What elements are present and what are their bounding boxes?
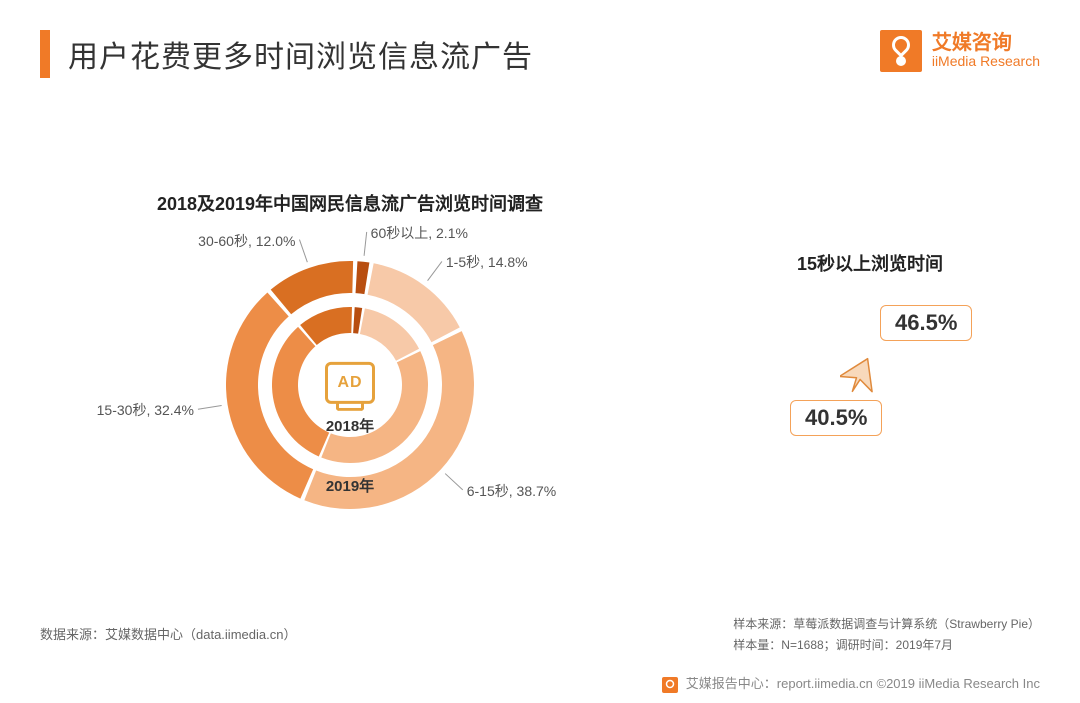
logo-small-icon: [662, 677, 678, 693]
inner-year-label: 2018年: [326, 415, 374, 436]
brand-logo: 艾媒咨询 iiMedia Research: [880, 30, 1040, 72]
donut-chart: AD 2018年 2019年 1-5秒, 14.8%6-15秒, 38.7%15…: [200, 235, 500, 535]
copyright: 艾媒报告中心：report.iimedia.cn ©2019 iiMedia R…: [662, 673, 1040, 693]
inner-slice-2: [272, 327, 329, 457]
ad-screen-icon: AD: [325, 362, 375, 404]
logo-en: iiMedia Research: [932, 54, 1040, 69]
slice-label-3: 30-60秒, 12.0%: [198, 231, 295, 251]
logo-text: 艾媒咨询 iiMedia Research: [932, 32, 1040, 69]
outer-year-label: 2019年: [326, 475, 374, 496]
slice-label-1: 6-15秒, 38.7%: [467, 481, 557, 501]
callout-title: 15秒以上浏览时间: [730, 250, 1010, 276]
callout-panel: 15秒以上浏览时间 46.5% 40.5%: [730, 250, 1010, 306]
inner-slice-0: [360, 308, 419, 360]
slice-label-4: 60秒以上, 2.1%: [371, 223, 468, 243]
callout-value-bottom: 40.5%: [790, 400, 882, 436]
logo-mark-icon: [880, 30, 922, 72]
chart-title: 2018及2019年中国网民信息流广告浏览时间调查: [0, 190, 700, 216]
slice-label-2: 15-30秒, 32.4%: [97, 400, 194, 420]
page-title: 用户花费更多时间浏览信息流广告: [68, 32, 533, 76]
copyright-text: 艾媒报告中心：report.iimedia.cn ©2019 iiMedia R…: [686, 676, 1040, 691]
callout-value-top: 46.5%: [880, 305, 972, 341]
title-bar: 用户花费更多时间浏览信息流广告: [40, 30, 533, 78]
outer-slice-4: [356, 261, 370, 294]
logo-cn: 艾媒咨询: [932, 32, 1040, 54]
page: 用户花费更多时间浏览信息流广告 艾媒咨询 iiMedia Research 20…: [0, 0, 1080, 703]
slice-label-0: 1-5秒, 14.8%: [446, 252, 528, 272]
title-accent: [40, 30, 50, 78]
footer-source-left: 数据来源：艾媒数据中心（data.iimedia.cn）: [40, 624, 296, 643]
footer-right-line1: 样本来源：草莓派数据调查与计算系统（Strawberry Pie）: [733, 614, 1040, 634]
footer-right-line2: 样本量：N=1688；调研时间：2019年7月: [733, 635, 1040, 655]
footer-source-right: 样本来源：草莓派数据调查与计算系统（Strawberry Pie） 样本量：N=…: [733, 614, 1040, 655]
arrow-up-icon: [840, 355, 880, 395]
center-icon-text: AD: [337, 374, 362, 392]
outer-slice-3: [271, 261, 353, 314]
outer-slice-2: [226, 293, 313, 499]
